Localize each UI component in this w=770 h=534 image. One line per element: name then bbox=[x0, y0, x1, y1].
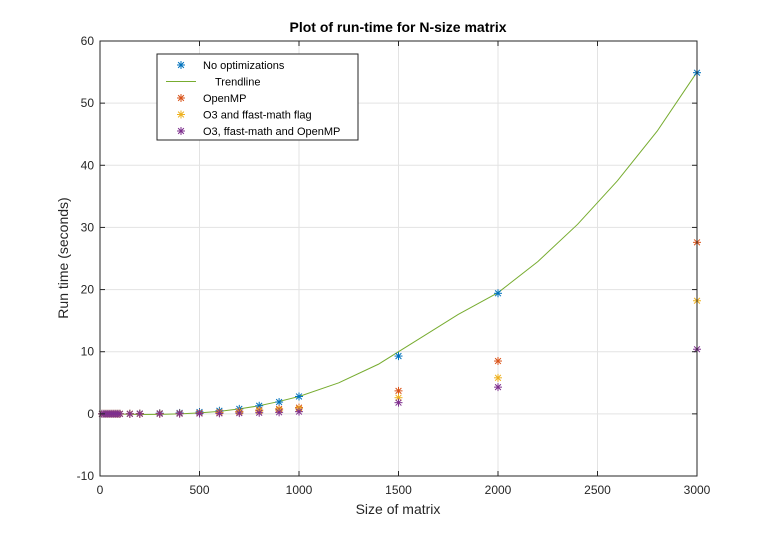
x-tick-label: 1500 bbox=[385, 483, 412, 497]
legend-marker bbox=[177, 61, 185, 69]
legend-label: No optimizations bbox=[203, 60, 285, 72]
y-tick-label: 50 bbox=[81, 96, 95, 110]
x-tick-label: 1000 bbox=[286, 483, 313, 497]
x-tick-label: 0 bbox=[97, 483, 104, 497]
legend-label: Trendline bbox=[215, 77, 260, 89]
data-point bbox=[125, 409, 134, 418]
legend-marker bbox=[177, 127, 185, 135]
legend: No optimizations Trendline OpenMP O3 and ff… bbox=[156, 53, 359, 141]
y-tick-label: 0 bbox=[87, 407, 94, 421]
data-point bbox=[135, 409, 144, 418]
x-tick-label: 3000 bbox=[684, 483, 711, 497]
data-point bbox=[494, 357, 502, 366]
data-point bbox=[155, 409, 164, 418]
y-axis-label: Run time (seconds) bbox=[55, 197, 71, 318]
data-point bbox=[195, 409, 204, 418]
y-tick-label: 60 bbox=[81, 34, 95, 48]
data-point bbox=[175, 409, 184, 418]
x-tick-label: 2500 bbox=[584, 483, 611, 497]
data-point bbox=[394, 352, 403, 361]
data-point bbox=[275, 398, 284, 407]
data-point bbox=[494, 383, 502, 392]
data-point bbox=[235, 409, 244, 418]
legend-marker bbox=[177, 110, 185, 119]
x-tick-label: 2000 bbox=[485, 483, 512, 497]
data-point bbox=[215, 409, 224, 418]
data-point bbox=[494, 373, 502, 382]
data-point bbox=[394, 386, 403, 395]
x-tick-label: 500 bbox=[189, 483, 209, 497]
data-point bbox=[275, 408, 284, 417]
data-point bbox=[394, 398, 403, 407]
legend-marker bbox=[177, 94, 185, 102]
y-tick-label: -10 bbox=[77, 469, 95, 483]
legend-label: OpenMP bbox=[203, 93, 246, 105]
data-point bbox=[494, 289, 502, 298]
data-point bbox=[295, 407, 303, 416]
legend-items: No optimizations Trendline OpenMP O3 and ff… bbox=[166, 60, 340, 138]
chart-title: Plot of run-time for N-size matrix bbox=[289, 19, 506, 35]
data-point bbox=[255, 408, 264, 417]
y-tick-label: 20 bbox=[81, 283, 95, 297]
tick-marks bbox=[99, 40, 698, 477]
data-point bbox=[295, 392, 303, 401]
legend-label: O3, ffast-math and OpenMP bbox=[203, 126, 340, 138]
y-tick-label: 10 bbox=[81, 345, 95, 359]
x-axis-label: Size of matrix bbox=[356, 501, 441, 517]
y-tick-label: 40 bbox=[81, 158, 95, 172]
y-tick-label: 30 bbox=[81, 220, 95, 234]
legend-box bbox=[156, 53, 359, 141]
legend-label: O3 and ffast-math flag bbox=[203, 110, 312, 122]
data-point bbox=[115, 409, 124, 418]
